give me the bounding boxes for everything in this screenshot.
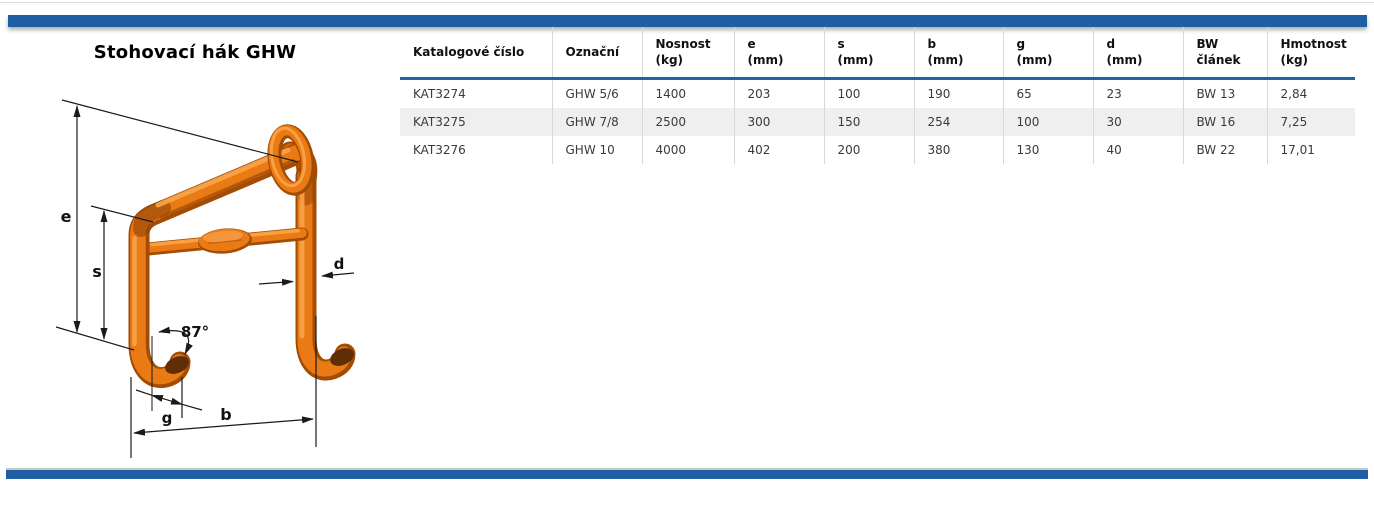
dim-arrow-d-right <box>321 271 355 279</box>
right-foot-tip-face <box>330 348 354 366</box>
column-header: e (mm) <box>733 27 824 80</box>
table-cell: 17,01 <box>1266 136 1355 164</box>
table-cell: 380 <box>913 136 1003 164</box>
column-header: b (mm) <box>913 27 1003 80</box>
table-cell: 40 <box>1092 136 1183 164</box>
column-header: s (mm) <box>823 27 914 80</box>
left-foot-tip-face <box>165 356 189 374</box>
column-header: d (mm) <box>1092 27 1183 80</box>
column-header: BW článek <box>1182 27 1267 80</box>
table-row: KAT3276 GHW 10 4000 402 200 380 130 40 BW 22 17,0… <box>400 136 1355 164</box>
dimension-annotations <box>55 99 355 458</box>
table-cell: 1400 <box>641 78 734 108</box>
hook-right-leg <box>295 158 356 381</box>
top-accent-bar <box>8 15 1367 27</box>
table-cell: 130 <box>1002 136 1093 164</box>
dim-line-g <box>151 394 183 405</box>
label-e: e <box>61 207 72 226</box>
table-cell: BW 13 <box>1182 78 1267 108</box>
table-cell: BW 16 <box>1182 108 1267 136</box>
label-b: b <box>220 405 231 424</box>
table-cell: KAT3276 <box>413 143 466 157</box>
ext-line-top <box>61 99 299 163</box>
table-cell: 4000 <box>641 136 734 164</box>
table-cell: 300 <box>733 108 824 136</box>
table-cell: BW 22 <box>1182 136 1267 164</box>
table-cell: 2,84 <box>1266 78 1355 108</box>
ext-line-s-top <box>90 205 154 223</box>
column-header: Katalogové číslo <box>400 27 552 80</box>
dim-line-b <box>133 416 314 436</box>
spec-table: Katalogové číslo Označní Nosnost (kg) e (mm… <box>400 27 1355 164</box>
top-hairline <box>0 2 1374 3</box>
product-diagram: e s d 87° g b <box>55 99 356 458</box>
hook-left-frame <box>128 143 308 389</box>
table-row: KAT3274 GHW 5/6 1400 203 100 190 65 23 BW 13 2,84 <box>400 78 1355 108</box>
table-cell: 190 <box>913 78 1003 108</box>
table-cell: KAT3274 <box>413 87 466 101</box>
column-header: Hmotnost (kg) <box>1266 27 1355 80</box>
table-cell: 7,25 <box>1266 108 1355 136</box>
dim-arrow-d-left <box>258 278 294 286</box>
table-body: KAT3274 GHW 5/6 1400 203 100 190 65 23 BW 13 2,84… <box>400 78 1355 164</box>
bottom-accent-bar <box>6 468 1368 479</box>
table-cell: 65 <box>1002 78 1093 108</box>
column-header: Označní <box>551 27 642 80</box>
dimension-labels: e s d 87° g b <box>61 207 345 427</box>
suspension-ring <box>267 124 315 196</box>
table-cell: GHW 10 <box>551 136 642 164</box>
angle-arc <box>158 326 193 355</box>
hook-crossbar <box>141 227 309 256</box>
label-s: s <box>92 262 102 281</box>
hook-illustration <box>128 124 356 389</box>
table-cell: 150 <box>823 108 914 136</box>
table-header-row: Katalogové číslo Označní Nosnost (kg) e (mm… <box>400 27 1355 80</box>
table-cell: GHW 7/8 <box>551 108 642 136</box>
table-cell: 402 <box>733 136 824 164</box>
column-header: g (mm) <box>1002 27 1093 80</box>
table-cell: 2500 <box>641 108 734 136</box>
boss-embossing <box>207 239 243 245</box>
table-cell: 23 <box>1092 78 1183 108</box>
label-angle: 87° <box>181 323 209 341</box>
table-row: KAT3275 GHW 7/8 2500 300 150 254 100 30 BW 16 7,2… <box>400 108 1355 136</box>
table-cell: 100 <box>1002 108 1093 136</box>
label-g: g <box>162 409 173 427</box>
table-cell: 100 <box>823 78 914 108</box>
table-cell: 203 <box>733 78 824 108</box>
ext-line-bottom <box>55 326 135 351</box>
table-cell: 200 <box>823 136 914 164</box>
table-cell: 30 <box>1092 108 1183 136</box>
column-header: Nosnost (kg) <box>641 27 734 80</box>
table-cell: KAT3275 <box>413 115 466 129</box>
table-cell: GHW 5/6 <box>551 78 642 108</box>
label-d: d <box>334 255 345 273</box>
table-cell: 254 <box>913 108 1003 136</box>
page-title: Stohovací hák GHW <box>93 42 297 63</box>
